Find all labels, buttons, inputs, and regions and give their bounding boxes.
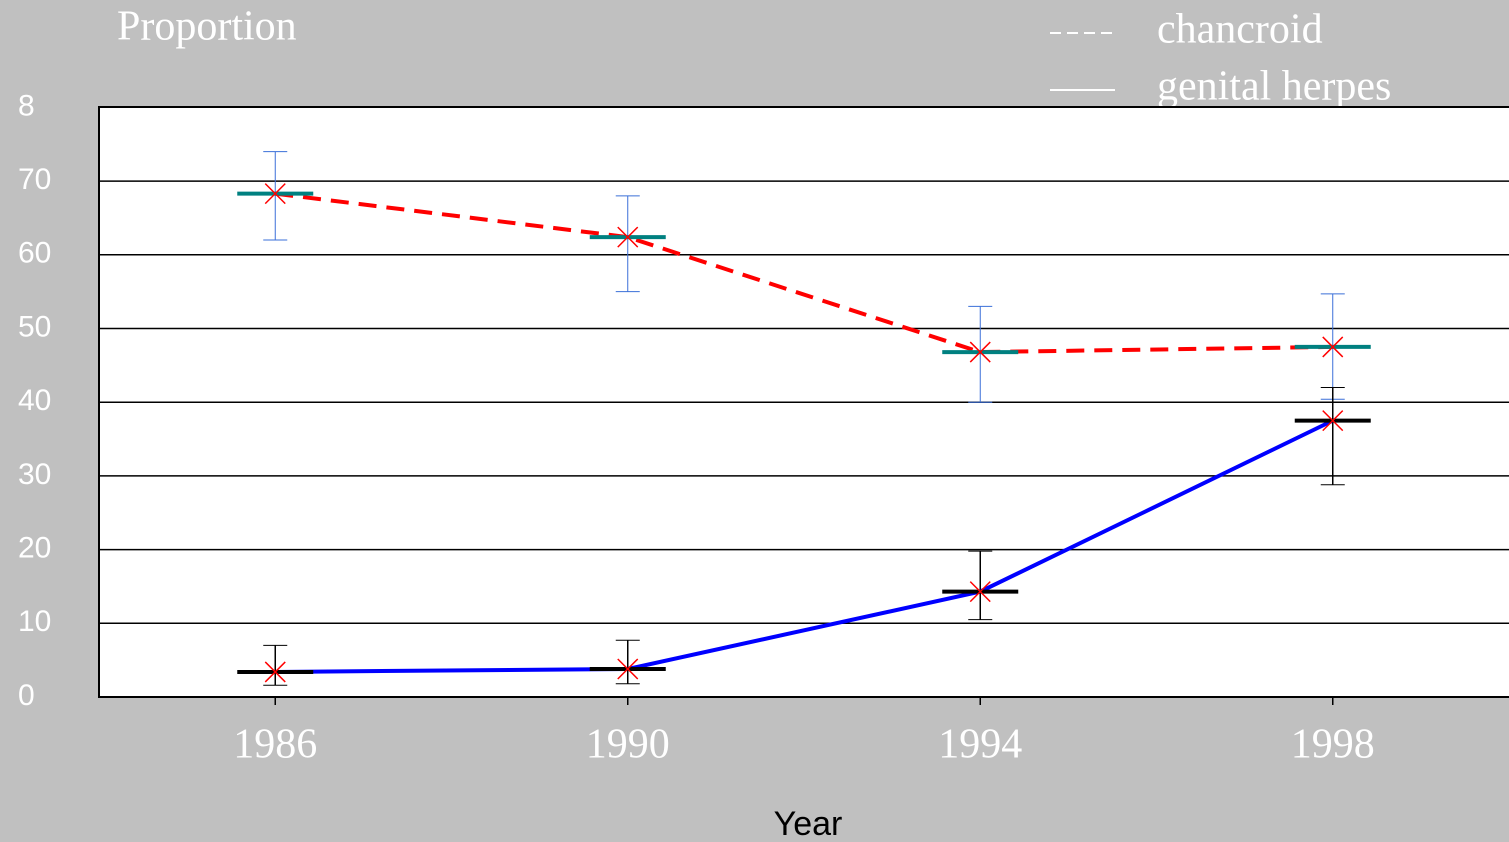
point-marker [969,341,991,363]
x-tick-label: 1986 [233,722,317,768]
chart-title: Proportion [117,4,297,50]
y-tick-label: 0 [18,679,35,712]
point-marker [617,226,639,248]
y-tick-label: 40 [18,384,51,417]
y-tick-label: 60 [18,237,51,270]
y-tick-label: 10 [18,605,51,638]
x-tick-label: 1998 [1291,722,1375,768]
series-line [275,418,1334,674]
legend-label: chancroid [1157,7,1323,53]
y-tick-label: 8 [18,89,35,122]
point-marker [1322,336,1344,358]
y-tick-label: 30 [18,458,51,491]
x-tick-label: 1994 [938,722,1022,768]
point-marker [1322,410,1344,432]
point-marker [264,661,286,683]
plot-layer [99,151,1509,705]
y-tick-label: 70 [18,163,51,196]
point-marker [969,581,991,603]
legend: chancroid genital herpes [1050,7,1391,110]
point-marker [264,183,286,205]
point-marker [617,658,639,680]
legend-label: genital herpes [1157,64,1391,110]
x-axis-label: Year [774,805,843,842]
x-tick-label: 1990 [586,722,670,768]
series-line [275,191,1333,355]
y-tick-label: 50 [18,310,51,343]
y-tick-label: 20 [18,532,51,565]
